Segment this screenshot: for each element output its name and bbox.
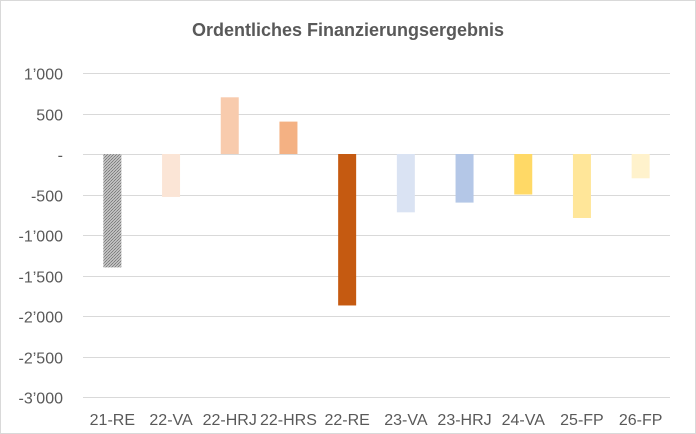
gridlines xyxy=(83,73,670,398)
x-tick-label: 22-VA xyxy=(149,412,193,429)
chart-title: Ordentliches Finanzierungsergebnis xyxy=(192,20,504,40)
y-axis-ticks: 1’000 500 - -500 -1’000 -1’500 -2’000 -2’500 -3’… xyxy=(19,67,64,408)
x-tick-label: 23-VA xyxy=(384,412,428,429)
y-tick-label: -2’000 xyxy=(19,310,64,327)
y-tick-label: -2’500 xyxy=(19,351,64,368)
bar-22-RE xyxy=(338,154,357,306)
x-axis-ticks: 21-RE 22-VA 22-HRJ 22-HRS 22-RE 23-VA 23-HRJ 24… xyxy=(90,412,663,429)
y-tick-label: - xyxy=(58,148,63,165)
x-tick-label: 22-RE xyxy=(324,412,369,429)
y-tick-label: -500 xyxy=(31,189,63,206)
y-tick-label: -1’500 xyxy=(19,270,64,287)
bar-23-HRJ xyxy=(455,154,474,203)
bars xyxy=(103,97,650,306)
x-tick-label: 26-FP xyxy=(619,412,663,429)
y-tick-label: 1’000 xyxy=(24,67,63,84)
x-tick-label: 23-HRJ xyxy=(437,412,491,429)
x-tick-label: 21-RE xyxy=(90,412,135,429)
bar-23-VA xyxy=(396,154,415,213)
bar-22-VA xyxy=(162,154,181,197)
x-tick-label: 25-FP xyxy=(560,412,604,429)
y-tick-label: -3’000 xyxy=(19,391,64,408)
bar-24-VA xyxy=(514,154,533,195)
y-tick-label: -1’000 xyxy=(19,229,64,246)
bar-21-RE xyxy=(103,154,122,268)
bar-25-FP xyxy=(572,154,591,218)
bar-26-FP xyxy=(631,154,650,179)
x-tick-label: 22-HRJ xyxy=(203,412,257,429)
x-tick-label: 24-VA xyxy=(502,412,546,429)
bar-22-HRJ xyxy=(220,97,239,154)
x-tick-label: 22-HRS xyxy=(260,412,317,429)
bar-22-HRS xyxy=(279,121,298,154)
y-tick-label: 500 xyxy=(36,108,63,125)
